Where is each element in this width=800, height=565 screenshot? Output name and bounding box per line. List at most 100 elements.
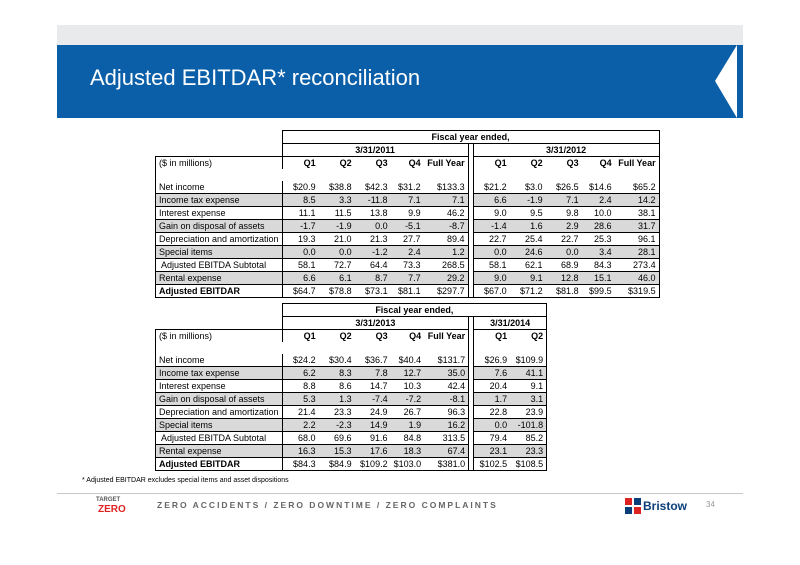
- cell-value: 21.3: [370, 234, 388, 244]
- cell-value: 8.7: [354, 271, 391, 285]
- table-row: Depreciation and amortization 19.3 21.0 21.…: [155, 232, 660, 246]
- blank-cell: [319, 342, 355, 354]
- cell-value: $20.9: [281, 181, 319, 194]
- period-header: 3/31/2014: [473, 316, 548, 330]
- cell-value: $109.9: [510, 354, 548, 367]
- row-label: Interest expense: [155, 379, 283, 393]
- cell-value: $65.2: [614, 181, 660, 194]
- cell-value: 96.1: [614, 232, 660, 246]
- column-separator: [468, 329, 475, 342]
- table-row: Adjusted EBITDAR $64.7 $78.8 $73.1 $81.1 $297…: [155, 284, 660, 298]
- cell-value: -11.8: [354, 193, 391, 207]
- header-spacer: [156, 317, 283, 330]
- footnote: * Adjusted EBITDAR excludes special item…: [82, 477, 289, 484]
- cell-value: 1.3: [318, 392, 355, 406]
- column-separator: [468, 418, 475, 432]
- column-header: Q2: [509, 156, 546, 169]
- period-header: 3/31/2011: [281, 143, 469, 157]
- cell-value: 8.3: [318, 366, 355, 380]
- cell-value: $26.9: [484, 355, 508, 365]
- fiscal-header: Fiscal year ended,: [281, 130, 660, 144]
- cell-value: 15.3: [318, 444, 355, 458]
- cell-value: 89.4: [447, 234, 465, 244]
- cell-value: -7.4: [354, 392, 391, 406]
- row-label: Gain on disposal of assets: [155, 219, 283, 233]
- column-separator: [467, 143, 474, 157]
- table-row: Income tax expense 8.5 3.3 -11.8 7.1 7.1 6.6 -1…: [155, 193, 660, 207]
- column-header: Q3: [354, 329, 391, 342]
- row-label: Special items: [155, 245, 283, 259]
- blank-cell: [582, 169, 615, 181]
- column-separator: [468, 405, 475, 419]
- cell-value: 23.1: [473, 444, 511, 458]
- cell-value: 67.4: [424, 444, 469, 458]
- cell-value: 7.1: [390, 193, 424, 207]
- cell-value: $84.3: [281, 457, 319, 471]
- cell-value: 25.3: [594, 234, 612, 244]
- table-row: Special items 2.2 -2.3 14.9 1.9 16.2 0.0 -101.8: [155, 418, 548, 432]
- cell-value: 14.2: [614, 193, 660, 207]
- cell-value: 38.1: [614, 206, 660, 220]
- table-fy2013-2014: Fiscal year ended, 3/31/2013 3/31/2014 ($ i…: [155, 303, 548, 471]
- cell-value: $99.5: [581, 284, 615, 298]
- cell-value: 1.9: [390, 418, 425, 432]
- table-row: Net income $20.9 $38.8 $42.3 $31.2 $133.3 $21.…: [155, 181, 660, 194]
- cell-value: 9.1: [509, 271, 546, 285]
- bristow-logo-icon: [625, 498, 641, 514]
- blank-cell: [391, 342, 425, 354]
- cell-value: 21.0: [334, 234, 352, 244]
- cell-value: 6.6: [473, 193, 510, 207]
- blank-cell: [355, 169, 391, 181]
- cell-value: 35.0: [424, 366, 469, 380]
- cell-value: $40.4: [398, 355, 422, 365]
- target-zero-logo-icon: TARGET: [96, 497, 120, 504]
- row-label: Net income: [155, 354, 283, 367]
- column-separator: [467, 232, 474, 246]
- cell-value: 96.3: [447, 407, 466, 417]
- cell-value: -1.7: [281, 219, 319, 233]
- cell-value: 24.9: [370, 407, 388, 417]
- cell-value: 69.6: [334, 433, 352, 443]
- blank-cell: [614, 169, 660, 181]
- cell-value: 25.4: [525, 234, 543, 244]
- row-label: Depreciation and amortization: [155, 405, 283, 419]
- cell-value: 18.3: [390, 444, 425, 458]
- cell-value: 6.6: [281, 271, 319, 285]
- cell-value: 268.5: [442, 260, 465, 270]
- column-separator: [468, 354, 475, 367]
- cell-value: 64.4: [370, 260, 388, 270]
- column-header: Q2: [318, 329, 355, 342]
- cell-value: 19.3: [281, 232, 319, 246]
- cell-value: 8.8: [281, 379, 319, 393]
- target-label: TARGET: [96, 497, 121, 503]
- cell-value: $14.6: [589, 182, 612, 192]
- cell-value: $381.0: [424, 457, 469, 471]
- cell-value: 5.3: [281, 392, 319, 406]
- column-separator: [468, 342, 475, 354]
- blank-cell: [474, 342, 511, 354]
- column-separator: [468, 457, 475, 471]
- table-row: Income tax expense 6.2 8.3 7.8 12.7 35.0 7.6 41…: [155, 366, 548, 380]
- table-row: Interest expense 11.1 11.5 13.8 9.9 46.2 9.0 9.…: [155, 206, 660, 220]
- cell-value: 46.0: [614, 271, 660, 285]
- cell-value: $78.8: [318, 284, 355, 298]
- cell-value: 1.7: [473, 392, 511, 406]
- page-number: 34: [706, 500, 715, 509]
- cell-value: 16.2: [424, 418, 469, 432]
- row-label: Adjusted EBITDAR: [155, 457, 283, 471]
- cell-value: $21.2: [484, 182, 507, 192]
- cell-value: 16.3: [281, 444, 319, 458]
- cell-value: 2.9: [545, 219, 582, 233]
- column-header: Q1: [281, 156, 319, 169]
- cell-value: 21.4: [281, 405, 319, 419]
- cell-value: 85.2: [510, 431, 548, 445]
- cell-value: 41.1: [510, 366, 548, 380]
- row-label: Income tax expense: [155, 193, 283, 207]
- cell-value: 20.4: [489, 381, 508, 391]
- cell-value: 273.4: [614, 258, 660, 272]
- cell-value: $108.5: [510, 457, 548, 471]
- cell-value: $38.8: [329, 182, 352, 192]
- cell-value: 1.2: [423, 245, 469, 259]
- cell-value: 28.1: [614, 245, 660, 259]
- footer-divider: [57, 493, 743, 494]
